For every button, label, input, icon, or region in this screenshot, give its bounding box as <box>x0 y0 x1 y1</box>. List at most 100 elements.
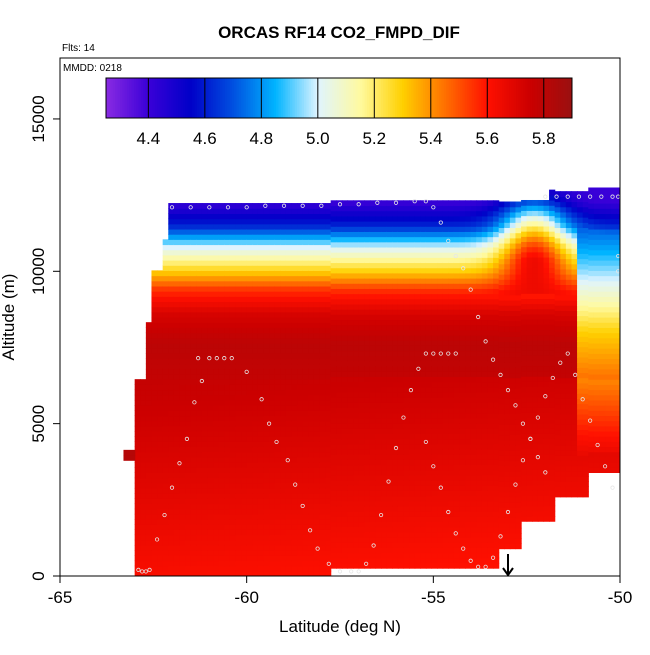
heatmap-cell <box>263 430 270 437</box>
heatmap-cell <box>241 254 248 261</box>
heatmap-cell <box>308 420 315 427</box>
heatmap-cell <box>381 272 388 279</box>
heatmap-cell <box>213 373 220 380</box>
heatmap-cell <box>235 244 242 251</box>
heatmap-cell <box>353 298 360 305</box>
heatmap-cell <box>515 356 522 363</box>
heatmap-cell <box>403 386 410 393</box>
heatmap-cell <box>487 423 494 429</box>
heatmap-cell <box>308 384 315 391</box>
heatmap-cell <box>285 311 293 318</box>
heatmap-cell <box>515 320 522 327</box>
heatmap-cell <box>218 337 225 344</box>
heatmap-cell <box>269 342 276 349</box>
heatmap-cell <box>162 363 169 370</box>
heatmap-cell <box>515 331 522 337</box>
heatmap-cell <box>213 296 220 303</box>
heatmap-cell <box>190 203 197 209</box>
heatmap-cell <box>313 472 321 479</box>
heatmap-cell <box>358 303 365 310</box>
heatmap-cell <box>207 467 214 473</box>
heatmap-cell <box>229 244 237 251</box>
heatmap-cell <box>330 246 337 253</box>
heatmap-cell <box>504 444 511 451</box>
heatmap-cell <box>201 389 209 396</box>
heatmap-cell <box>414 557 421 564</box>
heatmap-cell <box>185 348 192 354</box>
heatmap-cell <box>526 360 533 367</box>
heatmap-cell <box>173 280 181 287</box>
heatmap-cell <box>297 508 304 515</box>
heatmap-cell <box>386 391 393 398</box>
heatmap-cell <box>521 199 528 206</box>
heatmap-cell <box>453 438 461 445</box>
heatmap-cell <box>269 555 276 562</box>
heatmap-cell <box>274 394 281 401</box>
heatmap-cell <box>252 405 259 411</box>
heatmap-cell <box>213 306 220 313</box>
heatmap-cell <box>409 371 416 378</box>
heatmap-cell <box>252 394 259 401</box>
heatmap-cell <box>252 529 259 536</box>
heatmap-cell <box>431 200 438 207</box>
heatmap-cell <box>476 511 483 517</box>
heatmap-cell <box>487 319 494 326</box>
heatmap-cell <box>319 249 326 256</box>
heatmap-cell <box>151 342 158 349</box>
heatmap-cell <box>246 306 253 313</box>
heatmap-cell <box>341 221 349 227</box>
heatmap-cell <box>420 505 427 512</box>
heatmap-cell <box>196 384 203 391</box>
heatmap-cell <box>392 397 399 403</box>
heatmap-cell <box>308 280 315 287</box>
heatmap-cell <box>353 345 360 352</box>
heatmap-cell <box>325 239 332 246</box>
heatmap-cell <box>313 399 321 406</box>
heatmap-cell <box>448 283 455 289</box>
heatmap-cell <box>493 542 500 548</box>
heatmap-cell <box>218 348 225 354</box>
heatmap-cell <box>498 429 505 436</box>
heatmap-cell <box>515 481 522 488</box>
heatmap-cell <box>168 513 175 520</box>
heatmap-cell <box>224 524 231 530</box>
heatmap-cell <box>476 407 483 414</box>
heatmap-cell <box>341 314 349 321</box>
heatmap-cell <box>224 280 231 287</box>
heatmap-cell <box>353 221 360 227</box>
heatmap-cell <box>532 225 539 232</box>
heatmap-cell <box>190 519 197 525</box>
heatmap-cell <box>504 331 511 337</box>
heatmap-cell <box>347 500 354 507</box>
heatmap-cell <box>269 446 276 453</box>
heatmap-cell <box>437 278 444 284</box>
heatmap-cell <box>532 474 539 481</box>
heatmap-cell <box>420 252 427 258</box>
heatmap-cell <box>425 391 433 398</box>
heatmap-cell <box>392 459 399 466</box>
heatmap-cell <box>532 251 539 258</box>
heatmap-cell <box>173 503 181 510</box>
heatmap-cell <box>196 348 203 354</box>
heatmap-cell <box>431 511 438 517</box>
heatmap-cell <box>481 210 489 217</box>
heatmap-cell <box>241 327 248 334</box>
heatmap-cell <box>325 456 332 463</box>
heatmap-cell <box>504 206 511 213</box>
heatmap-cell <box>353 526 360 533</box>
heatmap-cell <box>218 425 225 432</box>
heatmap-cell <box>386 511 393 517</box>
heatmap-cell <box>151 285 158 292</box>
heatmap-cell <box>291 322 298 328</box>
heatmap-cell <box>140 503 147 510</box>
heatmap-cell <box>213 203 220 209</box>
heatmap-cell <box>532 396 539 403</box>
heatmap-cell <box>263 544 270 551</box>
heatmap-cell <box>157 436 164 442</box>
heatmap-cell <box>330 537 337 543</box>
heatmap-cell <box>381 293 388 300</box>
heatmap-cell <box>269 467 276 473</box>
heatmap-cell <box>420 293 427 300</box>
heatmap-cell <box>297 348 304 354</box>
heatmap-cell <box>274 280 281 287</box>
